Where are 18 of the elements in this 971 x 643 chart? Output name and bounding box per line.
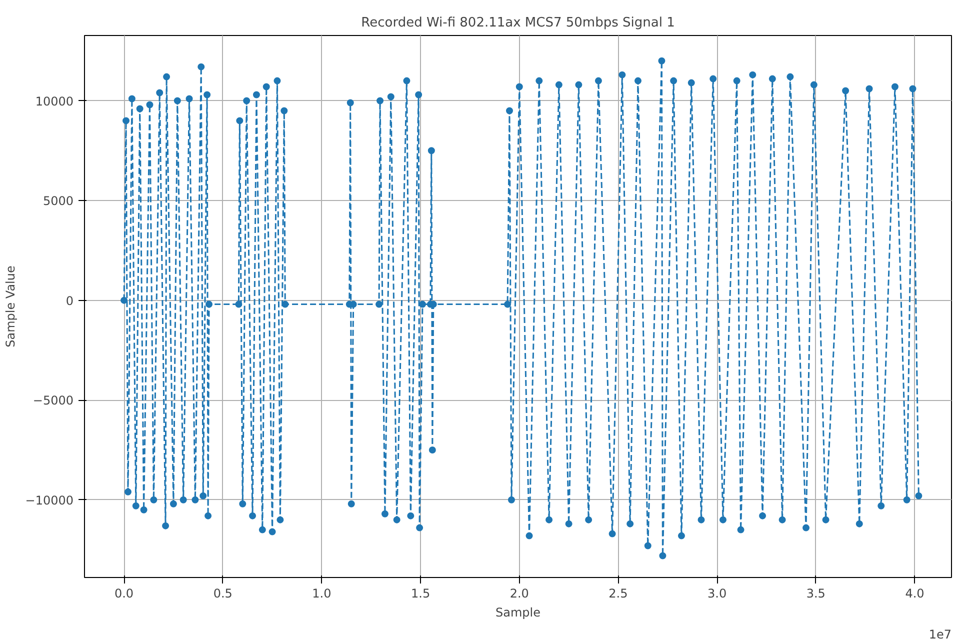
text: 1e7	[928, 628, 952, 642]
x-tick-label: 2.5	[608, 586, 628, 600]
y-tick-label: −5000	[32, 394, 74, 408]
x-axis-title: Sample	[496, 606, 541, 620]
x-tick-label: 0.0	[114, 586, 134, 600]
y-tick-label: −10000	[25, 493, 74, 508]
y-axis-title: Sample Value	[3, 266, 18, 348]
x-tick-label: 3.5	[806, 586, 826, 600]
x-tick-label: 0.5	[213, 586, 232, 600]
chart-title: Recorded Wi-fi 802.11ax MCS7 50mbps Signal 1	[361, 16, 675, 30]
y-tick-label: 10000	[35, 94, 74, 108]
x-tick-label: 1.0	[312, 586, 332, 600]
x-tick-label: 4.0	[905, 586, 924, 600]
x-tick-label: 2.0	[510, 586, 529, 600]
y-tick-label: 5000	[42, 194, 74, 208]
x-tick-label: 3.0	[708, 586, 727, 600]
x-tick-label: 1.5	[411, 586, 430, 600]
y-tick-label: 0	[66, 294, 74, 308]
